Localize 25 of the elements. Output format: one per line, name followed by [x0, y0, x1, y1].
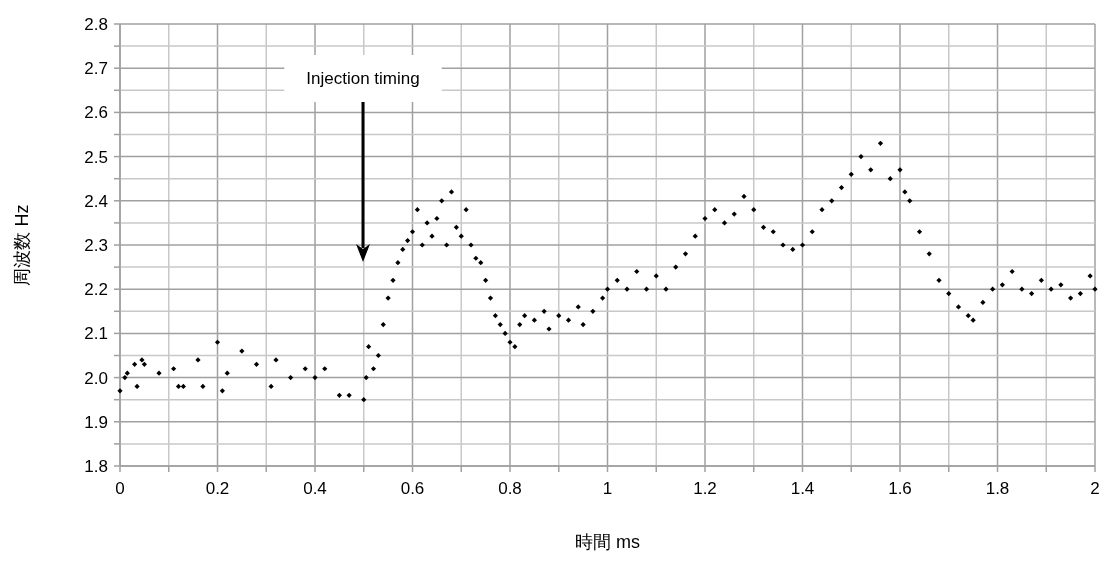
y-tick-label: 2.2: [84, 280, 108, 300]
y-axis-title: 周波数 Hz: [12, 204, 32, 286]
y-tick-label: 2.5: [84, 147, 108, 167]
y-tick-label: 2.0: [84, 368, 108, 388]
x-tick-label: 0.8: [498, 479, 522, 498]
x-axis-title: 時間 ms: [575, 532, 640, 552]
y-tick-label: 2.1: [84, 324, 108, 344]
x-tick-label: 1.6: [888, 479, 912, 498]
x-tick-label: 2: [1090, 479, 1100, 498]
y-tick-label: 2.7: [84, 59, 108, 79]
y-tick-label: 2.4: [84, 191, 108, 211]
x-tick-label: 1.2: [693, 479, 717, 498]
y-tick-label: 1.9: [84, 412, 108, 432]
y-tick-label: 2.6: [84, 103, 108, 123]
x-tick-label: 1.8: [985, 479, 1010, 498]
x-tick-label: 0.6: [400, 479, 425, 498]
x-tick-label: 0.2: [205, 479, 230, 498]
x-tick-label: 1: [602, 479, 613, 498]
y-tick-label: 1.8: [84, 457, 108, 476]
y-tick-label: 2.8: [84, 15, 108, 34]
annotation: Injection timing: [306, 69, 420, 88]
y-tick-label: 2.3: [84, 236, 108, 255]
x-tick-label: 0: [115, 479, 125, 498]
x-tick-label: 0.4: [303, 479, 327, 498]
x-tick-label: 1.4: [790, 479, 815, 498]
